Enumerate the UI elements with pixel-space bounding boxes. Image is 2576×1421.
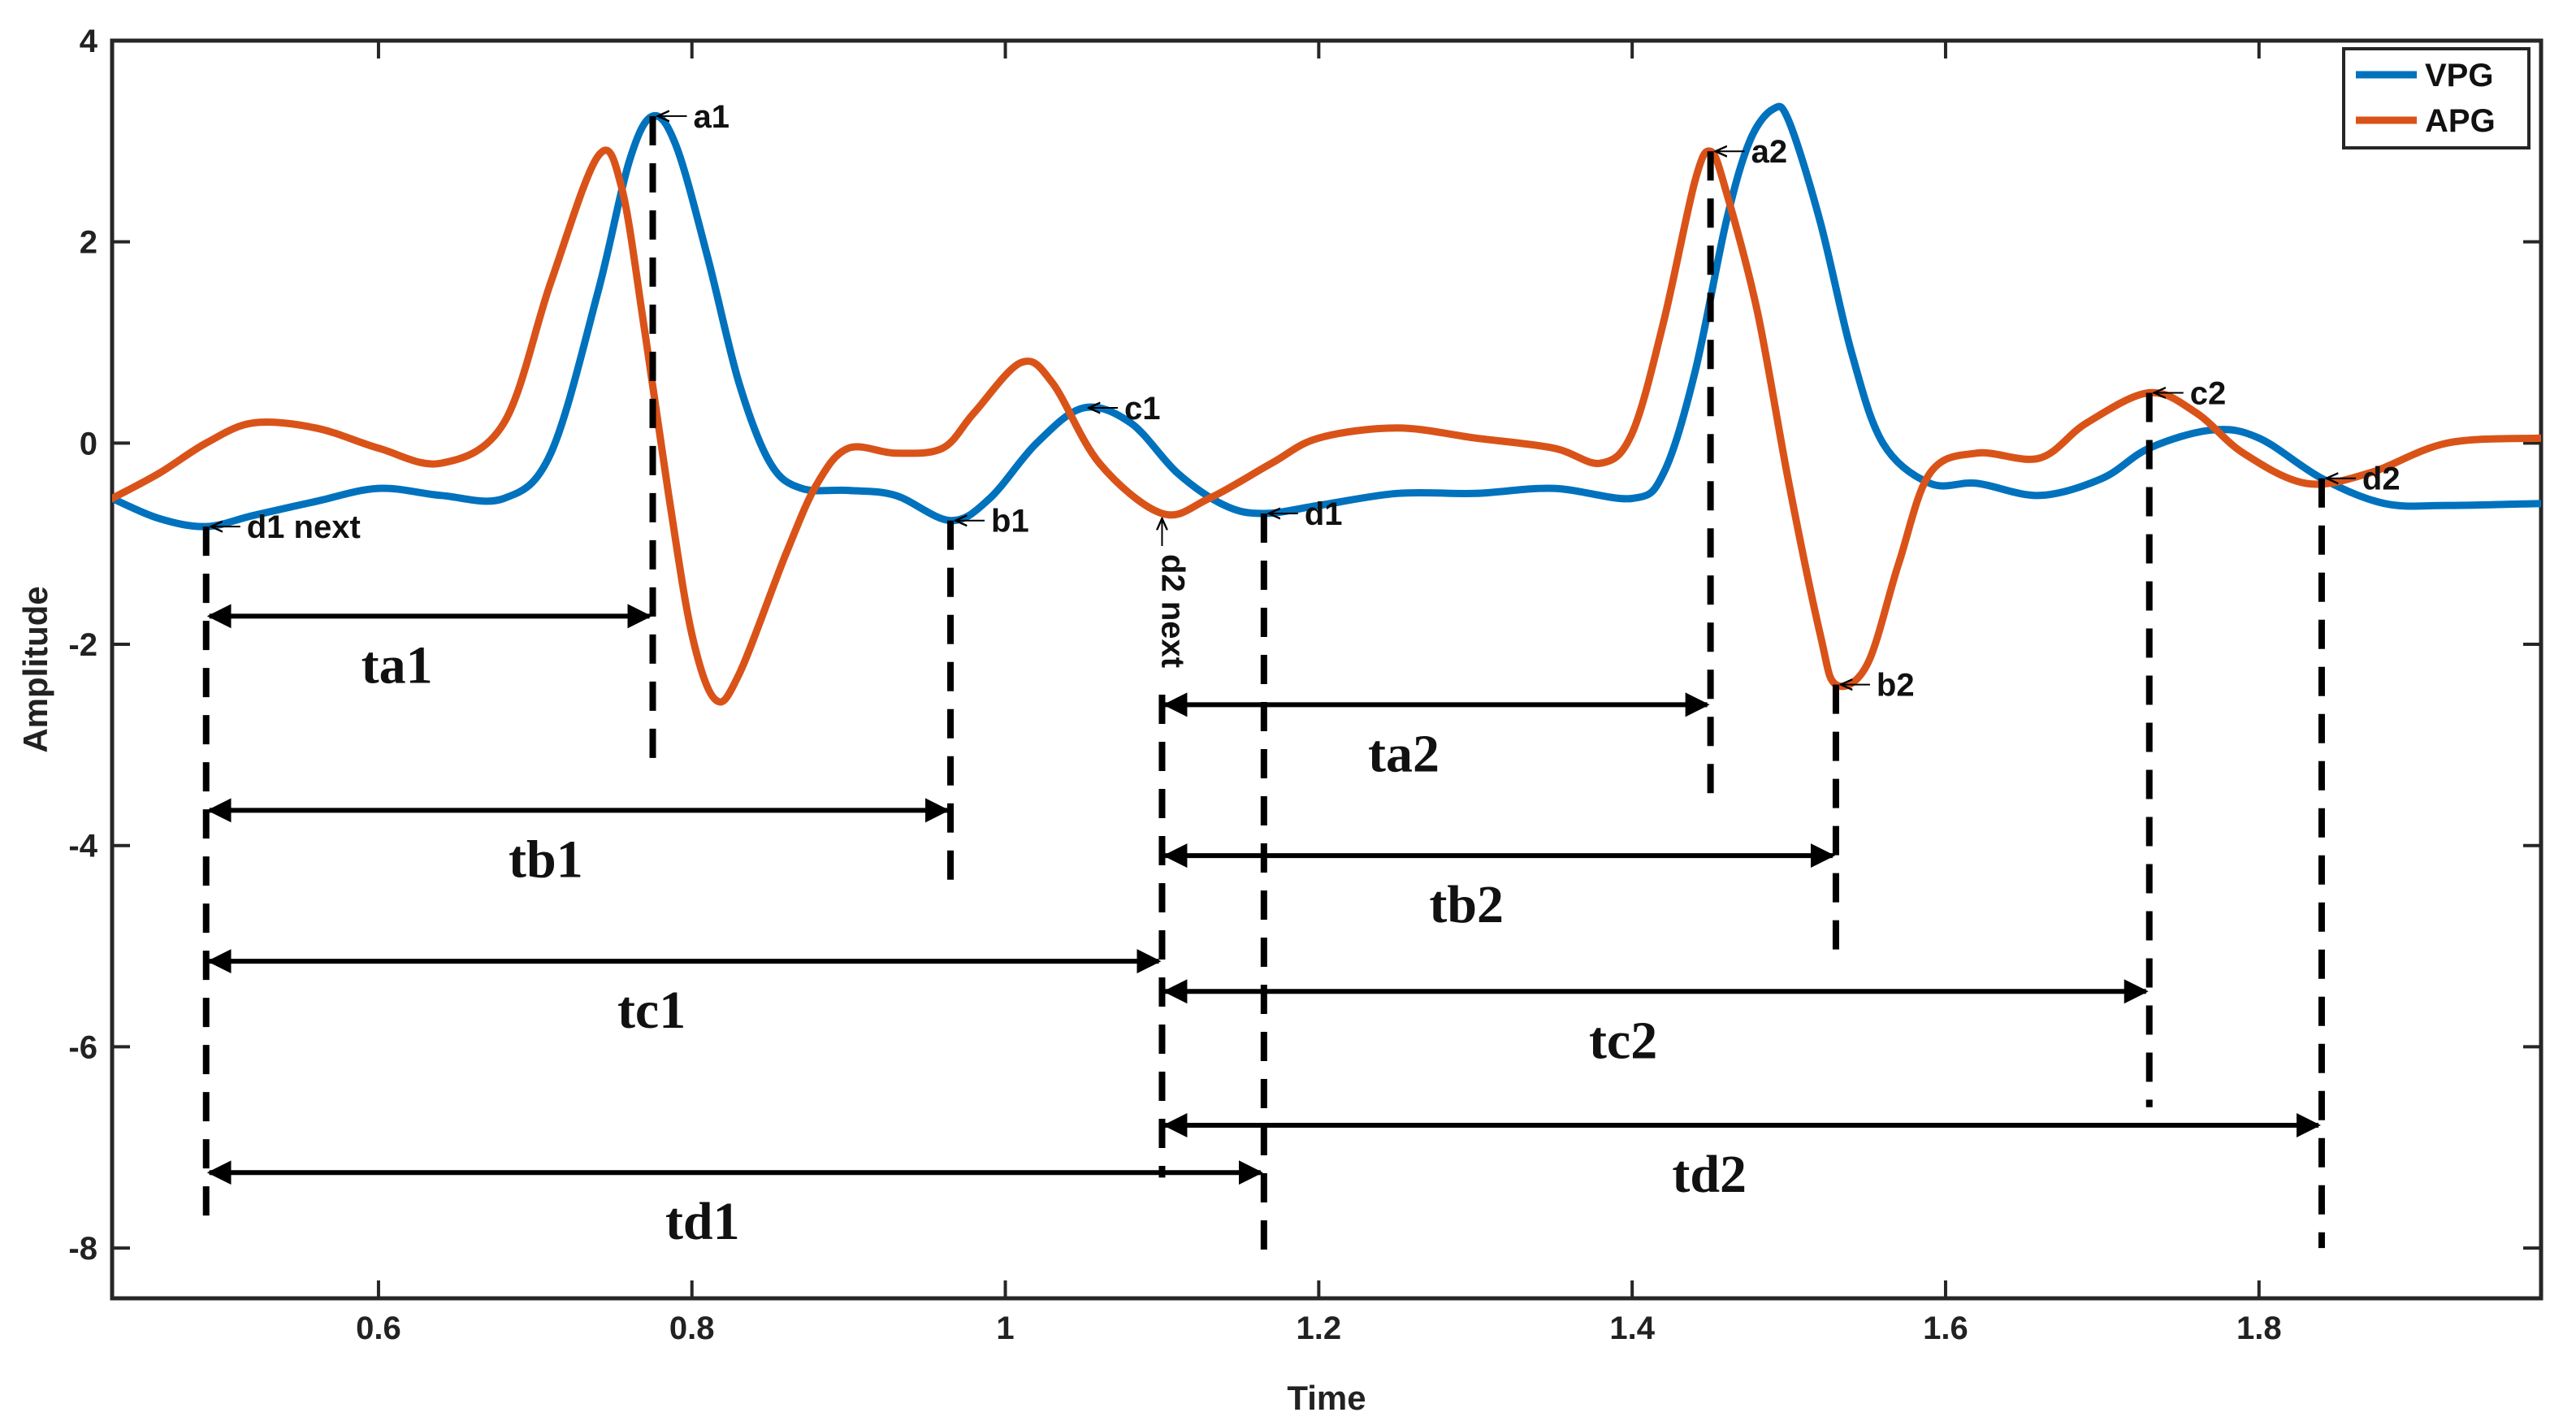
- x-axis-label: Time: [1287, 1379, 1366, 1417]
- dashed-markers: [202, 115, 2325, 1259]
- series-line-vpg: [112, 102, 2541, 531]
- x-tick-label: 0.8: [669, 1311, 715, 1346]
- legend-box: [2342, 47, 2531, 149]
- interval-label-tb1: tb1: [509, 830, 583, 889]
- point-label-b2: b2: [1877, 668, 1915, 704]
- x-tick-label: 1.8: [2236, 1311, 2282, 1346]
- y-tick-label: -8: [68, 1231, 97, 1267]
- x-tick-label: 1.4: [1609, 1311, 1655, 1346]
- point-label-a2: a2: [1751, 134, 1788, 170]
- series-layer: [112, 102, 2541, 706]
- point-label-c2: c2: [2190, 375, 2227, 411]
- legend-label-vpg: VPG: [2425, 58, 2493, 93]
- interval-label-ta2: ta2: [1368, 724, 1440, 783]
- point-label-d1-next: d1 next: [247, 509, 361, 545]
- interval-label-tc2: tc2: [1589, 1011, 1657, 1070]
- point-label-d2-next: d2 next: [1154, 554, 1190, 668]
- point-label-b1: b1: [991, 504, 1029, 539]
- y-axis-label: Amplitude: [16, 586, 54, 752]
- x-tick-label: 1.6: [1923, 1311, 1968, 1346]
- y-tick-label: -6: [68, 1029, 97, 1065]
- y-axis-ticks: 4 2 0 -2 -4 -6 -8: [68, 24, 2541, 1267]
- point-label-c1: c1: [1124, 391, 1161, 427]
- interval-arrows: ta1 tb1 tc1 td1 ta2 tb2 tc2 td2: [206, 604, 2321, 1251]
- y-tick-label: -4: [68, 829, 97, 864]
- interval-label-td1: td1: [665, 1192, 740, 1251]
- y-tick-label: 2: [80, 225, 97, 261]
- y-tick-label: 0: [80, 426, 97, 461]
- interval-label-td2: td2: [1672, 1145, 1747, 1204]
- x-tick-label: 0.6: [356, 1311, 401, 1346]
- point-labels: a1 b1 c1 d1 d1 next d2 next a2 b2 c2 d2: [211, 99, 2401, 704]
- x-tick-label: 1.2: [1297, 1311, 1342, 1346]
- point-label-a1: a1: [694, 99, 730, 135]
- legend-label-apg: APG: [2425, 103, 2496, 139]
- interval-label-tb2: tb2: [1429, 875, 1504, 934]
- point-label-d1: d1: [1305, 496, 1343, 532]
- y-tick-label: -2: [68, 627, 97, 663]
- series-line-apg: [112, 146, 2541, 706]
- plot-frame: [110, 38, 2544, 1301]
- x-tick-label: 1: [996, 1311, 1014, 1346]
- point-label-d2: d2: [2362, 461, 2401, 497]
- interval-label-ta1: ta1: [362, 635, 433, 695]
- y-tick-label: 4: [80, 24, 98, 59]
- interval-label-tc1: tc1: [617, 981, 686, 1040]
- legend: VPG APG: [2342, 47, 2531, 149]
- x-axis-ticks: 0.6 0.8 1 1.2 1.4 1.6 1.8: [356, 41, 2282, 1346]
